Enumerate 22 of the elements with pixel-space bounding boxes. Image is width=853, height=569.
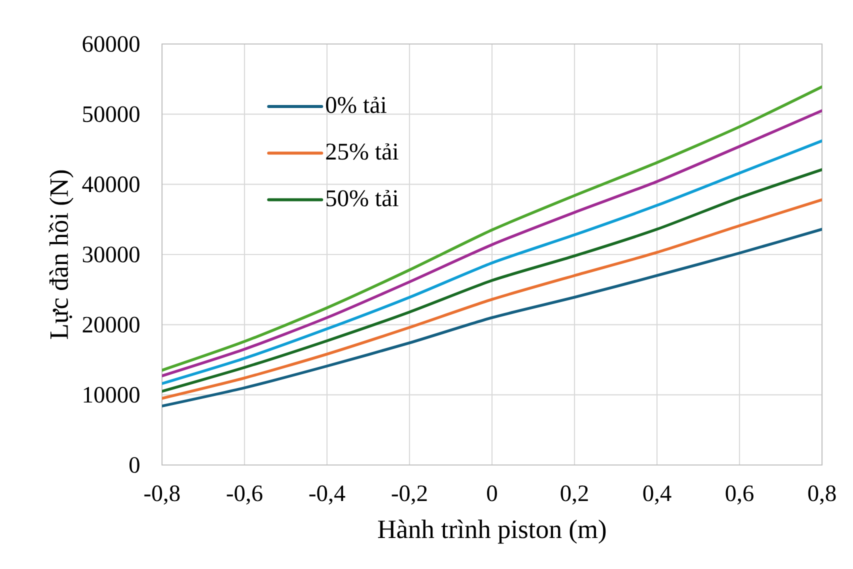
- x-tick-label: -0,4: [309, 485, 346, 505]
- x-tick-label: -0,8: [144, 485, 180, 505]
- x-tick-label: 0: [487, 485, 497, 502]
- y-tick-label: 50000: [83, 106, 140, 122]
- x-tick-label: 0,8: [808, 485, 836, 505]
- x-tick-label: 0,2: [560, 485, 588, 505]
- legend-label: 25% tải: [326, 143, 398, 160]
- line-series: [162, 228, 822, 408]
- y-tick-label: 20000: [82, 316, 140, 333]
- x-tick-label: 0,6: [726, 485, 754, 505]
- y-tick-label: 0: [129, 457, 140, 473]
- x-tick-label: -0,6: [226, 485, 262, 505]
- x-tick-label: 0,4: [643, 485, 672, 505]
- y-tick-label: 40000: [82, 176, 140, 192]
- y-axis-title: Lực đàn hồi (N): [48, 170, 74, 339]
- legend-label: 50% tải: [326, 190, 398, 206]
- y-tick-label: 30000: [82, 246, 140, 262]
- y-tick-label: 60000: [82, 36, 140, 52]
- x-tick-label: -0,2: [392, 485, 427, 505]
- y-tick-label: 10000: [84, 386, 140, 403]
- legend-label: 0% tải: [326, 96, 386, 114]
- x-axis-title: Hành trình piston (m): [378, 520, 606, 544]
